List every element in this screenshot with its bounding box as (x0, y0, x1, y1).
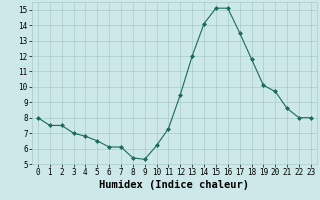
X-axis label: Humidex (Indice chaleur): Humidex (Indice chaleur) (100, 180, 249, 190)
